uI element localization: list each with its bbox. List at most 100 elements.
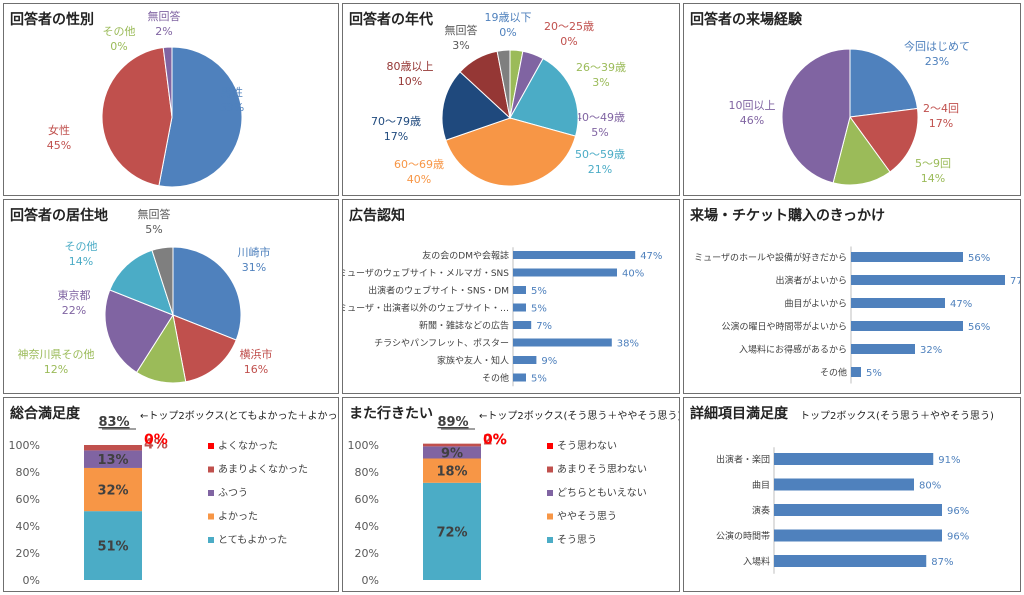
pie-slice	[172, 246, 242, 341]
stacked-segment	[423, 482, 481, 580]
gender-pie-chart: 男性 53% 女性 45% その他 0% 無回答 2%	[47, 9, 244, 188]
legend-label: ふつう	[218, 487, 248, 499]
slice-value: 3%	[592, 76, 609, 89]
legend-label: あまりそう思わない	[557, 464, 647, 476]
panel-title: 広告認知	[349, 208, 405, 224]
data-label: 5%	[531, 374, 547, 385]
data-label: 56%	[968, 253, 990, 264]
data-label: 87%	[931, 557, 953, 568]
slice-label: 70～79歳	[371, 115, 421, 128]
bar	[513, 251, 636, 259]
segment-label: 2%	[483, 432, 507, 448]
panel-gender: 回答者の性別 男性 53% 女性 45% その他 0% 無回答 2%	[3, 3, 339, 196]
panel-title: 回答者の来場経験	[690, 12, 802, 28]
legend-swatch	[208, 513, 214, 520]
bar	[851, 298, 945, 308]
pie-slice	[158, 46, 243, 188]
legend-label: ややそう思う	[557, 511, 617, 523]
slice-label: 2～4回	[923, 102, 959, 115]
category-label: 入場料	[743, 556, 770, 568]
slice-label: 10回以上	[729, 99, 776, 112]
bar	[513, 268, 617, 277]
stacked-segment	[84, 450, 142, 468]
top2-value: 89%	[437, 415, 468, 430]
bar	[851, 252, 963, 262]
legend-swatch	[547, 537, 553, 543]
legend-swatch	[208, 537, 214, 543]
stacked-segment	[423, 446, 481, 459]
slice-value: 17%	[384, 130, 408, 143]
category-label: ミューザ・出演者以外のウェブサイト・…	[342, 302, 509, 314]
segment-label: 0%	[483, 432, 507, 448]
data-label: 47%	[950, 299, 972, 310]
slice-label: 男性	[221, 85, 243, 99]
stacked-segment	[423, 443, 481, 447]
trigger-bar-chart: ミューザのホールや設備が好きだから 56% 出演者がよいから 77% 曲目がよいから 47…	[694, 246, 1020, 384]
segment-label: 51%	[97, 540, 128, 555]
top2-note: トップ2ボックス(そう思う＋ややそう思う)	[800, 411, 994, 422]
pie-slice	[849, 48, 919, 118]
legend-label: よかった	[218, 511, 258, 523]
panel-detail: 詳細項目満足度 トップ2ボックス(そう思う＋ややそう思う) 出演者・楽団 91% 曲…	[683, 397, 1021, 592]
legend-label: とてもよかった	[218, 534, 287, 546]
legend-swatch	[547, 443, 553, 449]
bar	[774, 504, 942, 516]
legend-swatch	[547, 513, 553, 520]
stacked-segment	[84, 511, 142, 580]
slice-label: 60～69歳	[394, 158, 444, 171]
slice-label: 川崎市	[238, 245, 271, 259]
slice-label: 80歳以上	[387, 60, 434, 73]
pie-slice	[849, 107, 919, 173]
category-label: 演奏	[752, 505, 770, 517]
tick-label: 20%	[355, 547, 379, 560]
slice-value: 46%	[740, 114, 764, 127]
pie-slice	[104, 289, 174, 374]
slice-label: 26～39歳	[576, 61, 626, 74]
category-label: 家族や友人・知人	[437, 355, 509, 367]
top2-note: ←トップ2ボックス(そう思う＋ややそう思う)	[479, 411, 680, 422]
slice-value: 22%	[62, 304, 86, 317]
slice-label: 無回答	[138, 207, 171, 221]
slice-value: 0%	[560, 35, 577, 48]
legend-label: よくなかった	[218, 440, 278, 452]
slice-value: 0%	[499, 26, 516, 39]
ad-bar-chart: 友の会のDMや会報誌 47% ミューザのウェブサイト・メルマガ・SNS 40% 出演者の…	[342, 247, 662, 387]
slice-value: 17%	[929, 117, 953, 130]
slice-label: 無回答	[148, 9, 181, 23]
bar	[513, 373, 526, 382]
panel-visits: 回答者の来場経験 今回はじめて 23% 2～4回 17% 5～9回 14% 10回以上 46%	[683, 3, 1021, 196]
pie-slice	[445, 117, 577, 187]
slice-value: 21%	[588, 163, 612, 176]
legend-swatch	[208, 443, 214, 449]
category-label: 新聞・雑誌などの広告	[419, 320, 509, 332]
slice-value: 10%	[398, 75, 422, 88]
overall-stacked-chart: 0%20%40%60%80%100%51%32%13%4%0%83%よくなかった…	[9, 415, 308, 587]
data-label: 80%	[919, 481, 941, 492]
category-label: その他	[820, 367, 847, 379]
slice-value: 5%	[591, 126, 608, 139]
tick-label: 0%	[23, 574, 40, 587]
panel-ad: 広告認知 友の会のDMや会報誌 47% ミューザのウェブサイト・メルマガ・SNS 40…	[342, 199, 680, 394]
pie-slice	[832, 115, 891, 186]
panel-title: また行きたい	[349, 406, 433, 422]
bar	[851, 321, 963, 331]
panel-title: 詳細項目満足度	[690, 406, 788, 422]
tick-label: 60%	[16, 493, 40, 506]
segment-label: 13%	[97, 453, 128, 468]
category-label: 出演者がよいから	[775, 275, 847, 287]
legend-label: あまりよくなかった	[218, 464, 308, 476]
panel-title: 回答者の居住地	[10, 208, 108, 224]
slice-label: 東京都	[58, 288, 91, 302]
slice-label: 40～49歳	[575, 111, 625, 124]
segment-label: 32%	[97, 484, 128, 499]
legend-label: そう思う	[557, 534, 597, 546]
category-label: チラシやパンフレット、ポスター	[374, 338, 509, 349]
panel-title: 総合満足度	[10, 406, 80, 422]
legend-swatch	[547, 466, 553, 473]
slice-label: 神奈川県その他	[18, 347, 95, 361]
tick-label: 80%	[355, 466, 379, 479]
slice-value: 14%	[69, 255, 93, 268]
legend-label: そう思わない	[557, 440, 617, 452]
slice-value: 16%	[244, 363, 268, 376]
category-label: 公演の曜日や時間帯がよいから	[721, 321, 847, 333]
